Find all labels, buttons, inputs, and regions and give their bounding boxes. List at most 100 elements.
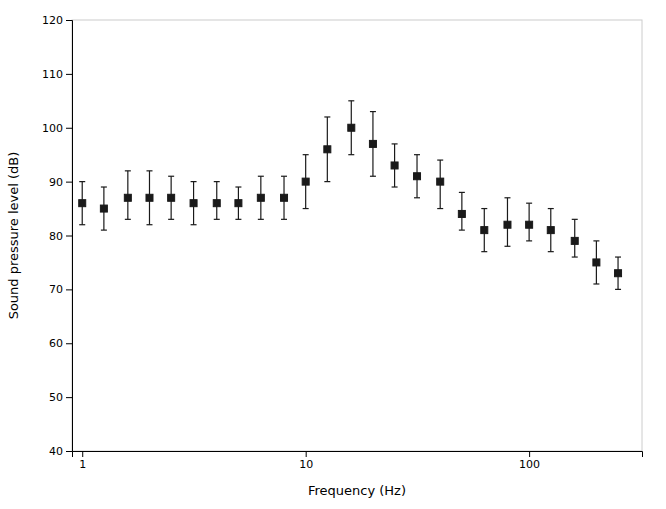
point [348,124,355,131]
tick-mark [306,451,307,457]
error-cap-upper [481,208,487,209]
tick: 120 [42,14,72,27]
error-cap-lower [303,208,309,209]
tick: 100 [519,451,540,471]
error-cap-upper [459,192,465,193]
error-cap-lower [125,219,131,220]
point [235,200,242,207]
tick-mark [66,397,72,398]
point [257,194,264,201]
point-group [190,182,197,225]
error-cap-upper [324,116,330,117]
tick-mark [529,451,530,457]
point [168,194,175,201]
error-cap-lower [79,224,85,225]
tick-label: 70 [49,283,63,296]
point-group [504,198,511,246]
tick-mark [66,236,72,237]
error-cap-upper [214,181,220,182]
point-group [458,192,465,230]
point-group [593,241,600,284]
point-group [302,155,309,209]
plot-frame [72,20,642,451]
tick: 40 [49,445,72,458]
point [526,221,533,228]
error-cap-upper [235,186,241,187]
point [100,205,107,212]
error-cap-lower [414,197,420,198]
point [571,237,578,244]
tick-label: 100 [519,458,540,471]
point-group [437,160,444,208]
axis-line [66,21,73,452]
point [481,227,488,234]
tick-mark [82,451,83,457]
error-cap-lower [526,240,532,241]
point [547,227,554,234]
error-cap-lower [258,219,264,220]
error-cap-upper [504,197,510,198]
point-group [146,171,153,225]
error-cap-lower [214,219,220,220]
marks [79,101,622,290]
point [124,194,131,201]
error-cap-lower [168,219,174,220]
tick-mark [66,451,72,452]
tick-mark [66,74,72,75]
tick-label: 60 [49,337,63,350]
tick: 70 [49,283,72,296]
error-cap-upper [281,176,287,177]
point [414,173,421,180]
point [458,210,465,217]
error-cap-lower [348,154,354,155]
error-cap-lower [593,283,599,284]
tick: 80 [49,230,72,243]
point-group [213,182,220,220]
tick-mark [66,182,72,183]
tick-label: 80 [49,230,63,243]
tick-label: 40 [49,445,63,458]
error-cap-upper [125,170,131,171]
tick-label: 120 [42,14,63,27]
error-cap-lower [572,256,578,257]
point [437,178,444,185]
tick-label: 100 [42,122,63,135]
chart: 110100405060708090100110120Frequency (Hz… [0,0,666,509]
error-cap-upper [526,203,532,204]
error-cap-lower [281,219,287,220]
error-cap-lower [191,224,197,225]
error-cap-upper [79,181,85,182]
tick-label: 110 [42,68,63,81]
tick-label: 50 [49,391,63,404]
error-cap-upper [572,219,578,220]
error-cap-upper [370,111,376,112]
error-cap-lower [615,289,621,290]
point [79,200,86,207]
point [146,194,153,201]
error-cap-lower [101,230,107,231]
point-group [235,187,242,219]
error-cap-upper [593,240,599,241]
tick-label: 10 [299,458,313,471]
error-cap-upper [168,176,174,177]
point [302,178,309,185]
error-cap-upper [392,143,398,144]
tick: 60 [49,337,72,350]
tick: 90 [49,176,72,189]
point-group [391,144,398,187]
y-axis-title: Sound pressure level (dB) [6,152,21,320]
point-group [526,203,533,241]
error-cap-lower [459,230,465,231]
axis-line [73,452,643,458]
error-cap-lower [504,246,510,247]
point [615,270,622,277]
error-cap-lower [235,219,241,220]
tick: 100 [42,122,72,135]
point [391,162,398,169]
plot: 110100405060708090100110120 [42,14,643,471]
y-axis: 40 50 60 70 80 90 100 110 120 [42,14,73,458]
error-cap-lower [437,208,443,209]
point-group [481,209,488,252]
tick: 1 [79,451,86,471]
error-cap-upper [146,170,152,171]
